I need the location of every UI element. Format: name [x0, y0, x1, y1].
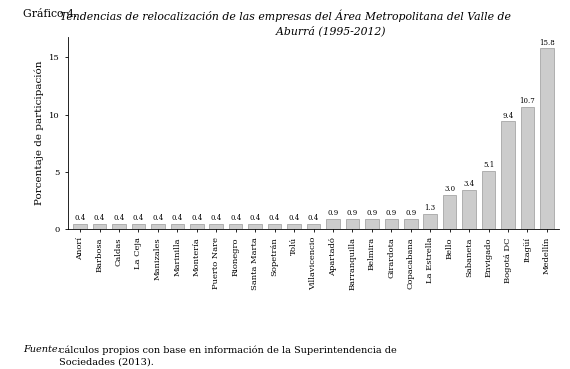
Text: 0.4: 0.4 — [113, 214, 125, 223]
Text: 9.4: 9.4 — [502, 112, 514, 120]
Text: Gráfico 4.: Gráfico 4. — [23, 9, 77, 19]
Bar — [482, 170, 495, 229]
Text: 0.4: 0.4 — [308, 214, 319, 223]
Bar — [443, 194, 457, 229]
Text: 0.9: 0.9 — [327, 209, 339, 217]
Text: Fuente:: Fuente: — [23, 345, 60, 354]
Bar — [307, 224, 320, 229]
Bar — [170, 224, 184, 229]
Text: 0.9: 0.9 — [367, 209, 377, 217]
Text: 0.9: 0.9 — [386, 209, 397, 217]
Bar — [424, 214, 437, 229]
Text: 0.9: 0.9 — [405, 209, 417, 217]
Bar — [404, 218, 418, 229]
Bar — [365, 218, 378, 229]
Text: 0.4: 0.4 — [172, 214, 183, 223]
Text: 0.4: 0.4 — [230, 214, 241, 223]
Text: cálculos propios con base en información de la Superintendencia de
Sociedades (2: cálculos propios con base en información… — [59, 345, 397, 366]
Bar — [249, 224, 262, 229]
Text: 10.7: 10.7 — [520, 97, 535, 105]
Bar — [540, 48, 553, 229]
Text: 0.4: 0.4 — [269, 214, 280, 223]
Y-axis label: Porcentaje de participación: Porcentaje de participación — [34, 61, 44, 205]
Text: 1.3: 1.3 — [425, 204, 436, 212]
Text: 0.4: 0.4 — [191, 214, 202, 223]
Text: 0.4: 0.4 — [210, 214, 222, 223]
Bar — [209, 224, 223, 229]
Bar — [385, 218, 398, 229]
Bar — [93, 224, 107, 229]
Text: 0.4: 0.4 — [152, 214, 164, 223]
Bar — [501, 121, 515, 229]
Bar — [520, 107, 534, 229]
Bar — [287, 224, 301, 229]
Bar — [345, 218, 359, 229]
Text: 0.4: 0.4 — [250, 214, 260, 223]
Bar — [268, 224, 282, 229]
Bar — [326, 218, 340, 229]
Text: 0.4: 0.4 — [75, 214, 86, 223]
Bar — [229, 224, 242, 229]
Text: 0.9: 0.9 — [347, 209, 358, 217]
Bar — [190, 224, 203, 229]
Bar — [151, 224, 165, 229]
Bar — [74, 224, 87, 229]
Text: 0.4: 0.4 — [133, 214, 144, 223]
Text: 15.8: 15.8 — [539, 39, 555, 46]
Text: 0.4: 0.4 — [288, 214, 300, 223]
Bar — [462, 190, 476, 229]
Bar — [132, 224, 145, 229]
Text: Tendencias de relocalización de las empresas del Área Metropolitana del Valle de: Tendencias de relocalización de las empr… — [59, 9, 511, 36]
Text: 0.4: 0.4 — [94, 214, 105, 223]
Bar — [112, 224, 126, 229]
Text: 3.4: 3.4 — [463, 180, 475, 188]
Text: 5.1: 5.1 — [483, 161, 494, 169]
Text: 3.0: 3.0 — [444, 185, 455, 193]
